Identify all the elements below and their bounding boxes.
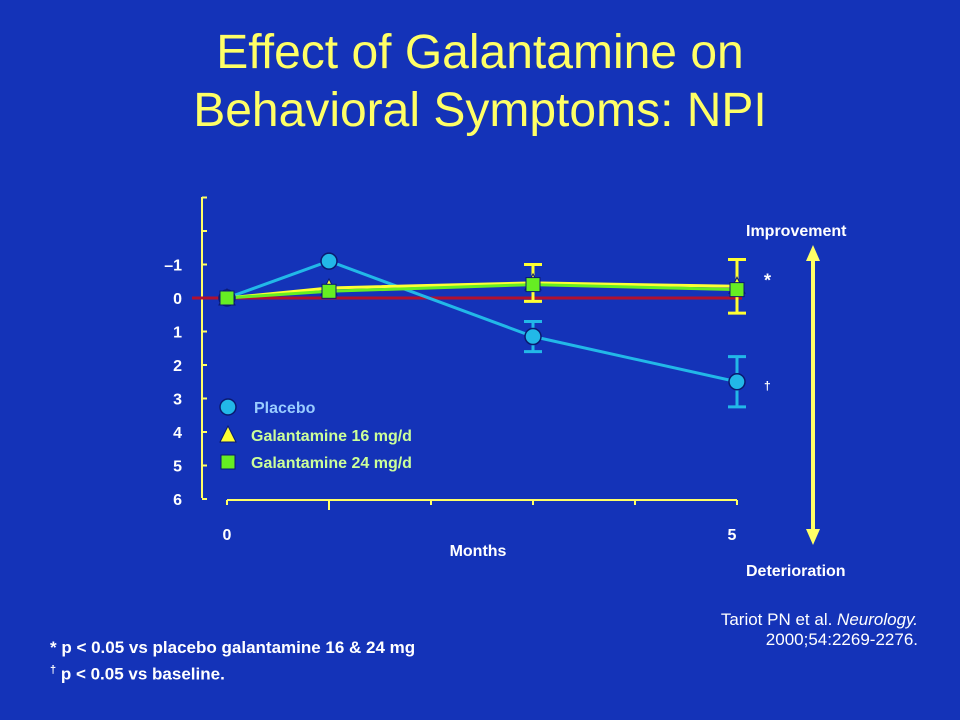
- y-tick-label: 4: [173, 425, 182, 442]
- y-tick-label: 5: [173, 459, 182, 476]
- data-point-square: [219, 290, 235, 306]
- deterioration-label: Deterioration: [746, 563, 846, 580]
- significance-annotation: †: [764, 379, 771, 393]
- improvement-label: Improvement: [746, 223, 847, 240]
- data-point-circle: [728, 373, 746, 391]
- title-line-2: Behavioral Symptoms: NPI: [193, 84, 767, 137]
- citation: Tariot PN et al. Neurology. 2000;54:2269…: [600, 610, 918, 650]
- footnote-star: * p < 0.05 vs placebo galantamine 16 & 2…: [50, 638, 416, 657]
- y-tick-label: 2: [173, 358, 182, 375]
- data-point-square: [321, 283, 337, 299]
- legend-label: Placebo: [254, 400, 316, 417]
- legend-marker: [220, 454, 236, 470]
- y-tick-label: 3: [173, 392, 182, 409]
- title-line-1: Effect of Galantamine on: [216, 26, 744, 79]
- x-tick-label: 0: [223, 527, 232, 544]
- x-axis-title: Months: [450, 543, 507, 560]
- citation-journal: Neurology.: [837, 610, 918, 629]
- y-tick-label: 6: [173, 492, 182, 509]
- direction-arrow-down-head: [806, 529, 820, 545]
- y-tick-label: –1: [164, 258, 182, 275]
- footnote-dagger: † p < 0.05 vs baseline.: [50, 664, 225, 685]
- series-line: [226, 281, 738, 300]
- footnote-dagger-mark: †: [50, 664, 57, 676]
- legend-marker: [219, 398, 237, 416]
- legend-label: Galantamine 16 mg/d: [251, 428, 412, 445]
- significance-annotation: *: [764, 270, 771, 290]
- y-tick-label: 0: [173, 291, 182, 308]
- data-point-square: [525, 277, 541, 293]
- data-point-square: [729, 282, 745, 298]
- legend-marker: [219, 424, 237, 443]
- footnote-dagger-text: p < 0.05 vs baseline.: [56, 664, 225, 684]
- citation-ref: 2000;54:2269-2276.: [765, 630, 918, 649]
- y-tick-label: 1: [173, 325, 182, 342]
- direction-arrow-up-head: [806, 245, 820, 261]
- data-point-circle: [320, 252, 338, 270]
- series-line: [226, 259, 738, 384]
- data-point-circle: [524, 327, 542, 346]
- citation-authors: Tariot PN et al.: [720, 610, 838, 629]
- x-tick-label: 5: [728, 527, 737, 544]
- slide-title: Effect of Galantamine on Behavioral Symp…: [0, 24, 960, 140]
- legend-label: Galantamine 24 mg/d: [251, 455, 412, 472]
- series-line: [226, 283, 738, 300]
